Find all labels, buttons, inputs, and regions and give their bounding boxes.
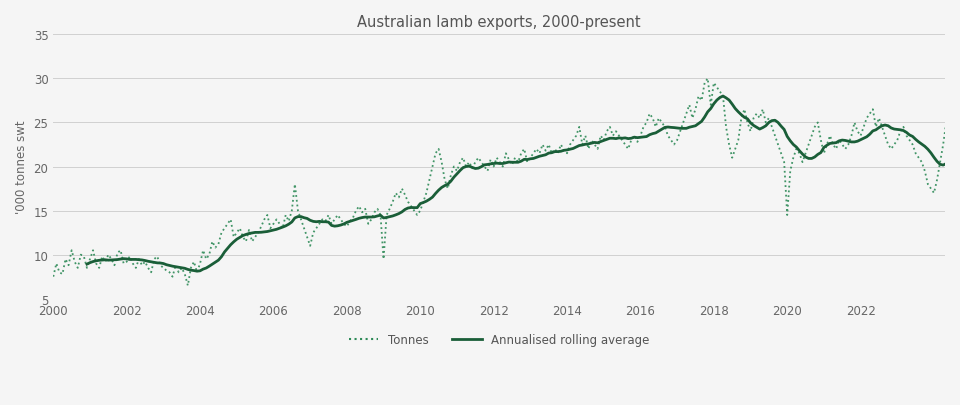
- Y-axis label: '000 tonnes swt: '000 tonnes swt: [15, 120, 28, 214]
- Legend: Tonnes, Annualised rolling average: Tonnes, Annualised rolling average: [344, 329, 654, 351]
- Title: Australian lamb exports, 2000-present: Australian lamb exports, 2000-present: [357, 15, 641, 30]
